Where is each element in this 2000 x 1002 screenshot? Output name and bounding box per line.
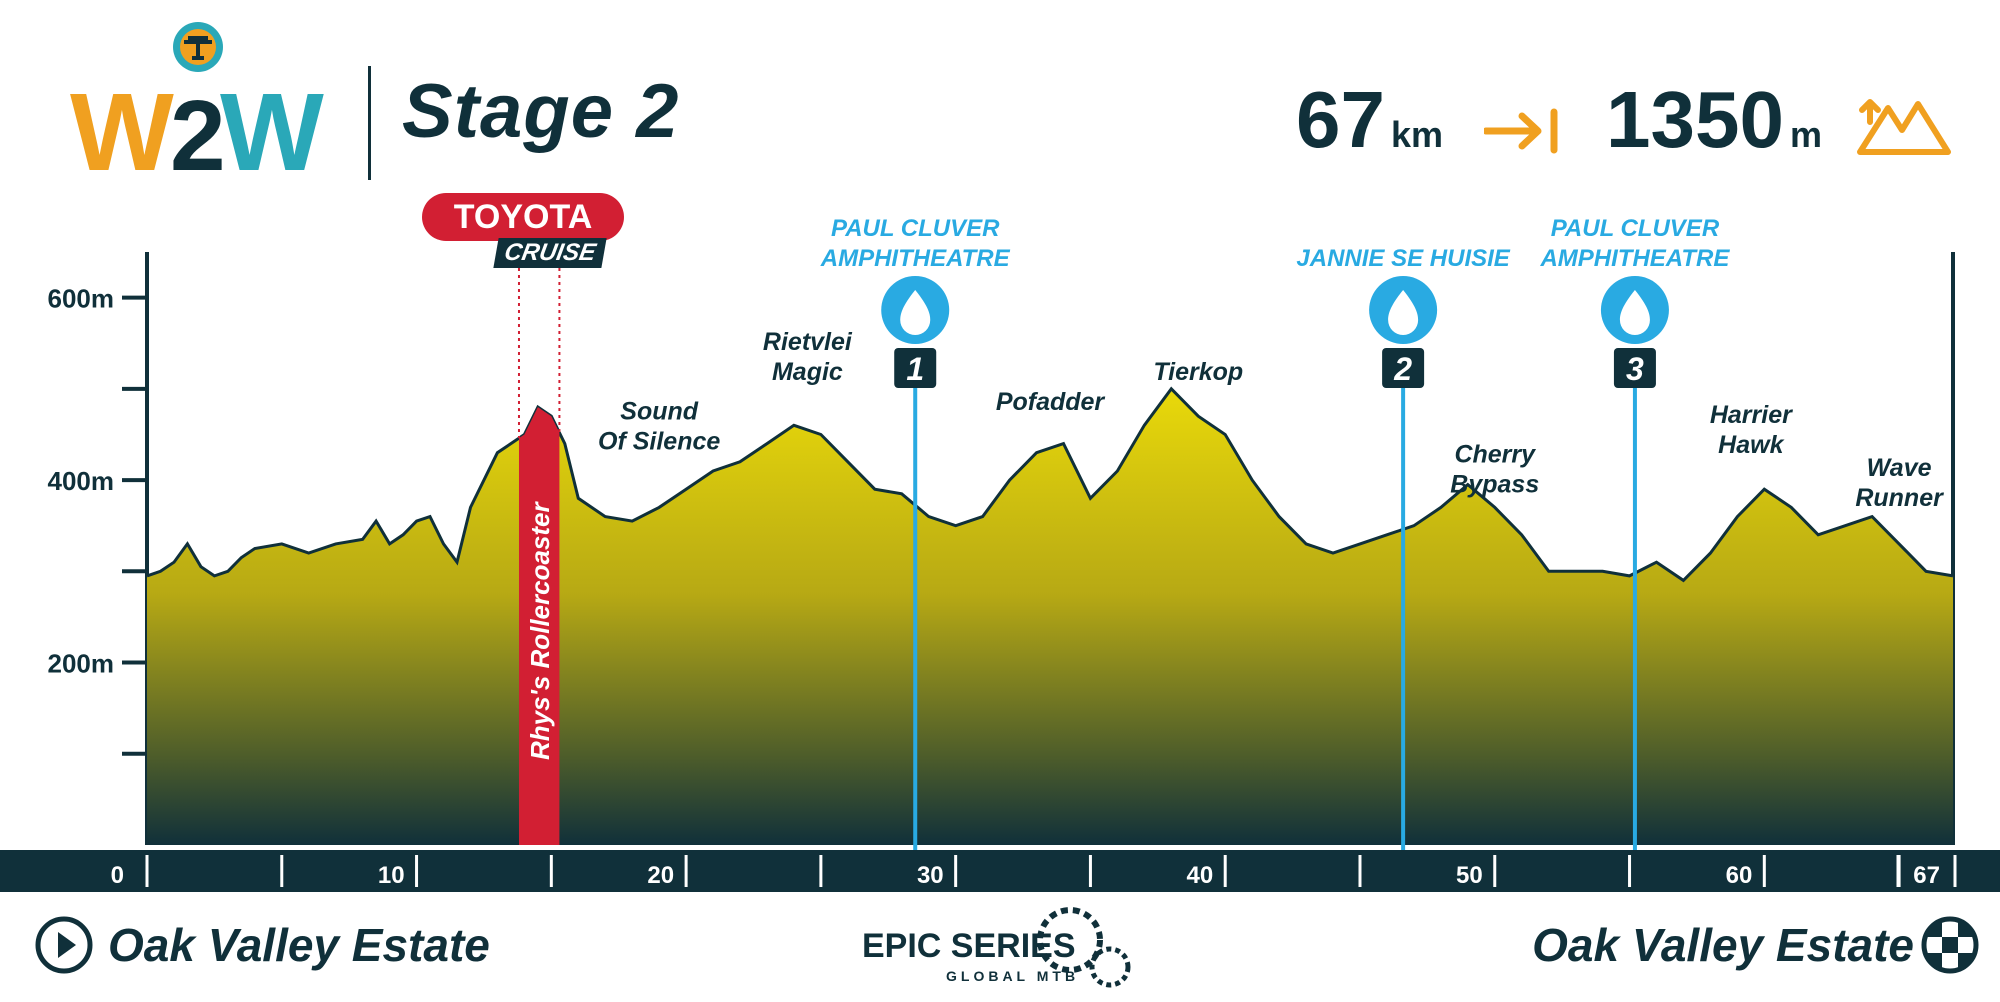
series-sub-text: GLOBAL MTB [946, 968, 1079, 984]
water-number: 2 [1393, 351, 1412, 387]
axis-band [0, 850, 2000, 892]
start-icon [34, 915, 94, 980]
water-point-name: PAUL CLUVER AMPHITHEATRE [820, 215, 1011, 272]
water-number-box [894, 348, 937, 388]
distance-stat: 67 km [1296, 74, 1443, 174]
water-number-box [1613, 348, 1656, 388]
climb-label: Rietvlei Magic [763, 328, 853, 386]
climb-mountain-icon [1856, 96, 1952, 161]
water-point-3: 3 PAUL CLUVER AMPHITHEATRE [1539, 215, 1730, 850]
y-tick-label: 400m [48, 466, 115, 496]
distance-arrow-icon [1482, 106, 1564, 161]
water-drop-icon [900, 290, 931, 335]
elevation-area [147, 388, 1953, 845]
climb-stat: 1350 m [1606, 74, 1822, 174]
x-tick-label: 40 [1187, 862, 1214, 889]
water-point-2: 2 JANNIE SE HUISIE [1296, 245, 1511, 850]
finish-flag-icon [1920, 915, 1980, 980]
climb-label: Cherry Bypass [1450, 440, 1539, 498]
water-point-1: 1 PAUL CLUVER AMPHITHEATRE [820, 215, 1011, 850]
y-tick-label: 200m [48, 649, 115, 679]
climb-value: 1350 [1606, 75, 1784, 164]
x-tick-label: 50 [1456, 862, 1483, 889]
svg-text:W: W [70, 71, 174, 180]
toyota-badge: TOYOTA [422, 193, 624, 241]
svg-text:W: W [220, 71, 324, 180]
distance-unit: km [1390, 114, 1444, 155]
event-logo: W 2 W [70, 20, 330, 194]
climb-label: Wave Runner [1855, 454, 1944, 512]
climb-unit: m [1789, 114, 1822, 155]
climb-label: Harrier Hawk [1710, 401, 1793, 459]
epic-series-logo: EPIC SERIES GLOBAL MTB [860, 905, 1140, 1000]
x-tick-label: 30 [917, 862, 944, 889]
y-tick-label: 600m [48, 284, 115, 314]
climb-label: Tierkop [1153, 358, 1243, 386]
climb-label: Sound Of Silence [598, 397, 720, 455]
segment-name: Rhys's Rollercoaster [525, 500, 555, 760]
x-tick-label: 0 [111, 862, 124, 889]
water-point-name: PAUL CLUVER AMPHITHEATRE [1539, 215, 1730, 272]
water-drop-icon [1388, 290, 1419, 335]
x-tick-label: 67 [1913, 862, 1940, 889]
header-divider [368, 66, 371, 180]
water-number: 1 [906, 351, 924, 387]
start-location-label: Oak Valley Estate [108, 919, 490, 971]
water-number-box [1382, 348, 1425, 388]
distance-value: 67 [1296, 75, 1385, 164]
finish-location-label: Oak Valley Estate [1532, 919, 1914, 971]
x-tick-label: 60 [1726, 862, 1753, 889]
segment-band [518, 407, 560, 845]
climb-label: Pofadder [996, 388, 1106, 416]
x-tick-label: 20 [647, 862, 674, 889]
stage-title: Stage 2 [402, 69, 680, 154]
water-drop-icon [1619, 290, 1650, 335]
series-logo-text: EPIC SERIES [862, 927, 1076, 965]
water-number: 3 [1626, 351, 1644, 387]
svg-text:2: 2 [170, 80, 226, 180]
water-point-name: JANNIE SE HUISIE [1296, 245, 1510, 272]
x-tick-label: 10 [378, 862, 405, 889]
